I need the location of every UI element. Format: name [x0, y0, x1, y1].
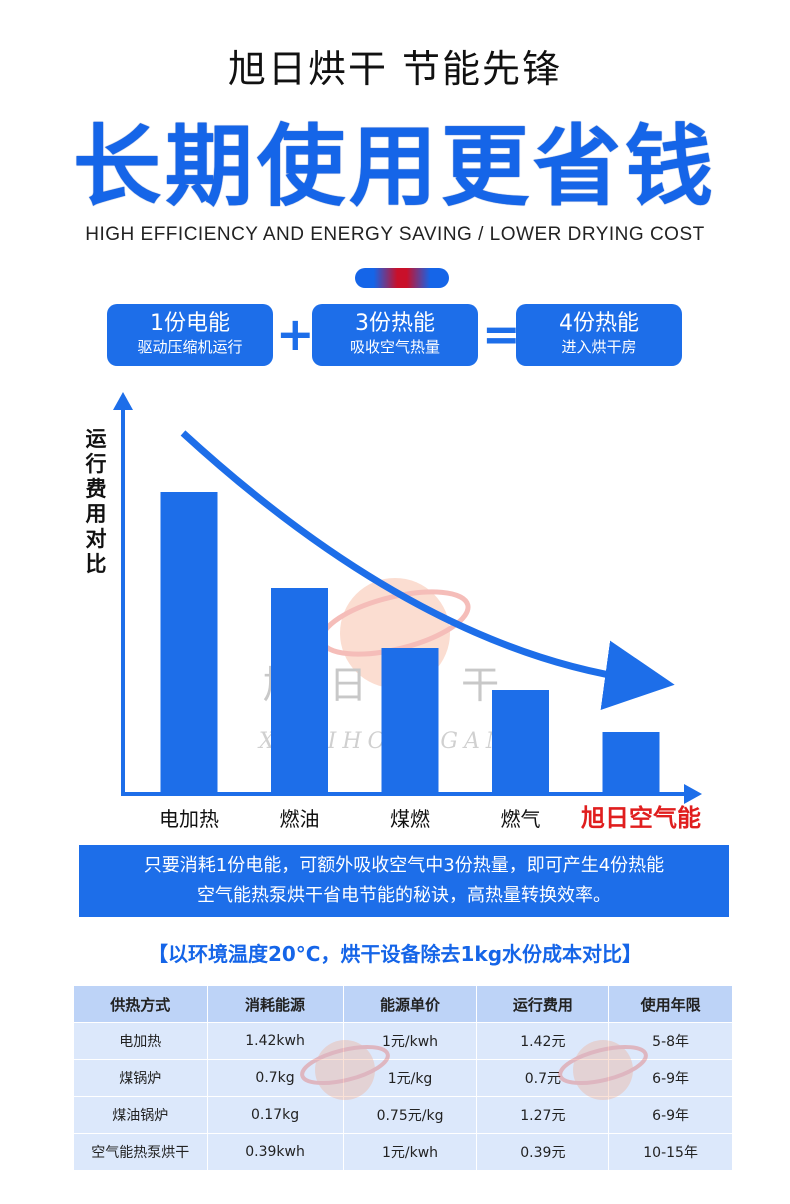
table-cell: 0.39kwh — [206, 1133, 344, 1171]
table-cell: 1元/kg — [342, 1059, 478, 1097]
y-label-char: 对 — [86, 527, 107, 551]
table-cell: 0.39元 — [476, 1133, 610, 1171]
table-cell: 1.27元 — [476, 1096, 610, 1134]
table-row: 煤油锅炉 0.17kg 0.75元/kg 1.27元 6-9年 — [73, 1096, 733, 1134]
plus-sign: + — [276, 307, 315, 361]
bar-4 — [602, 732, 660, 792]
table-cell: 电加热 — [73, 1022, 208, 1060]
table-cell: 空气能热泵烘干 — [73, 1133, 208, 1171]
table-note: 【以环境温度20°C，烘干设备除去1kg水份成本对比】 — [147, 942, 643, 966]
y-label-char: 行 — [85, 452, 107, 476]
box-sub: 进入烘干房 — [561, 338, 637, 356]
y-label-char: 用 — [86, 502, 107, 526]
gradient-pill — [355, 268, 449, 288]
table-cell: 0.7元 — [476, 1059, 610, 1097]
table-cell: 1元/kwh — [342, 1133, 478, 1171]
bar-0 — [160, 492, 218, 792]
table-cell: 0.75元/kg — [342, 1096, 478, 1134]
cost-table: 供热方式 消耗能源 能源单价 运行费用 使用年限 电加热 1.42kwh 1元/… — [73, 985, 733, 1171]
bars-group — [160, 492, 660, 792]
bar-1 — [271, 588, 328, 792]
equation-box-result: 4份热能 进入烘干房 — [516, 304, 682, 366]
table-header-row: 供热方式 消耗能源 能源单价 运行费用 使用年限 — [73, 985, 733, 1023]
box-title: 3份热能 — [355, 311, 435, 336]
table-cell: 1元/kwh — [342, 1022, 478, 1060]
x-label-2: 煤燃 — [390, 807, 430, 831]
table-row: 空气能热泵烘干 0.39kwh 1元/kwh 0.39元 10-15年 — [73, 1133, 733, 1171]
table-cell: 5-8年 — [608, 1022, 733, 1060]
table-cell: 10-15年 — [608, 1133, 733, 1171]
header-cell: 消耗能源 — [206, 985, 344, 1023]
banner-line2: 空气能热泵烘干省电节能的秘诀，高热量转换效率。 — [197, 885, 611, 906]
x-label-4: 旭日空气能 — [580, 804, 701, 832]
bar-3 — [492, 690, 549, 792]
table-cell: 煤锅炉 — [73, 1059, 208, 1097]
box-sub: 吸收空气热量 — [349, 338, 440, 356]
x-labels-group: 电加热 燃油 煤燃 燃气 旭日空气能 — [159, 804, 701, 832]
headline: 长期使用更省钱 — [72, 115, 717, 218]
x-label-1: 燃油 — [280, 807, 320, 831]
x-label-0: 电加热 — [159, 807, 219, 831]
table-cell: 0.17kg — [206, 1096, 344, 1134]
header-cell: 使用年限 — [608, 985, 733, 1023]
header-cell: 能源单价 — [342, 985, 478, 1023]
table-cell: 6-9年 — [608, 1096, 733, 1134]
equation-box-electric: 1份电能 驱动压缩机运行 — [107, 304, 273, 366]
x-axis-arrow — [684, 784, 702, 804]
trend-arrow — [180, 430, 675, 710]
box-title: 1份电能 — [150, 311, 230, 336]
tagline: 旭日烘干 节能先锋 — [227, 47, 563, 91]
bar-2 — [381, 648, 439, 792]
subtitle-en: HIGH EFFICIENCY AND ENERGY SAVING / LOWE… — [85, 224, 705, 245]
equation-box-heat: 3份热能 吸收空气热量 — [312, 304, 478, 366]
table-cell: 1.42元 — [476, 1022, 610, 1060]
equals-sign: = — [482, 307, 521, 361]
table-row: 煤锅炉 0.7kg 1元/kg 0.7元 6-9年 — [73, 1059, 733, 1097]
table-cell: 煤油锅炉 — [73, 1096, 208, 1134]
header-cell: 运行费用 — [476, 985, 610, 1023]
table-cell: 0.7kg — [206, 1059, 344, 1097]
table-cell: 1.42kwh — [206, 1022, 344, 1060]
banner-line1: 只要消耗1份电能，可额外吸收空气中3份热量，即可产生4份热能 — [143, 855, 665, 876]
y-label-char: 比 — [86, 552, 107, 576]
box-title: 4份热能 — [559, 311, 639, 336]
table-row: 电加热 1.42kwh 1元/kwh 1.42元 5-8年 — [73, 1022, 733, 1060]
y-label-char: 运 — [86, 427, 107, 451]
x-label-3: 燃气 — [501, 807, 541, 831]
header-cell: 供热方式 — [73, 985, 208, 1023]
explanation-banner: 只要消耗1份电能，可额外吸收空气中3份热量，即可产生4份热能 空气能热泵烘干省电… — [79, 845, 729, 917]
y-axis-arrow — [113, 392, 133, 410]
table-cell: 6-9年 — [608, 1059, 733, 1097]
box-sub: 驱动压缩机运行 — [137, 338, 243, 356]
y-label-char: 费 — [86, 477, 107, 501]
